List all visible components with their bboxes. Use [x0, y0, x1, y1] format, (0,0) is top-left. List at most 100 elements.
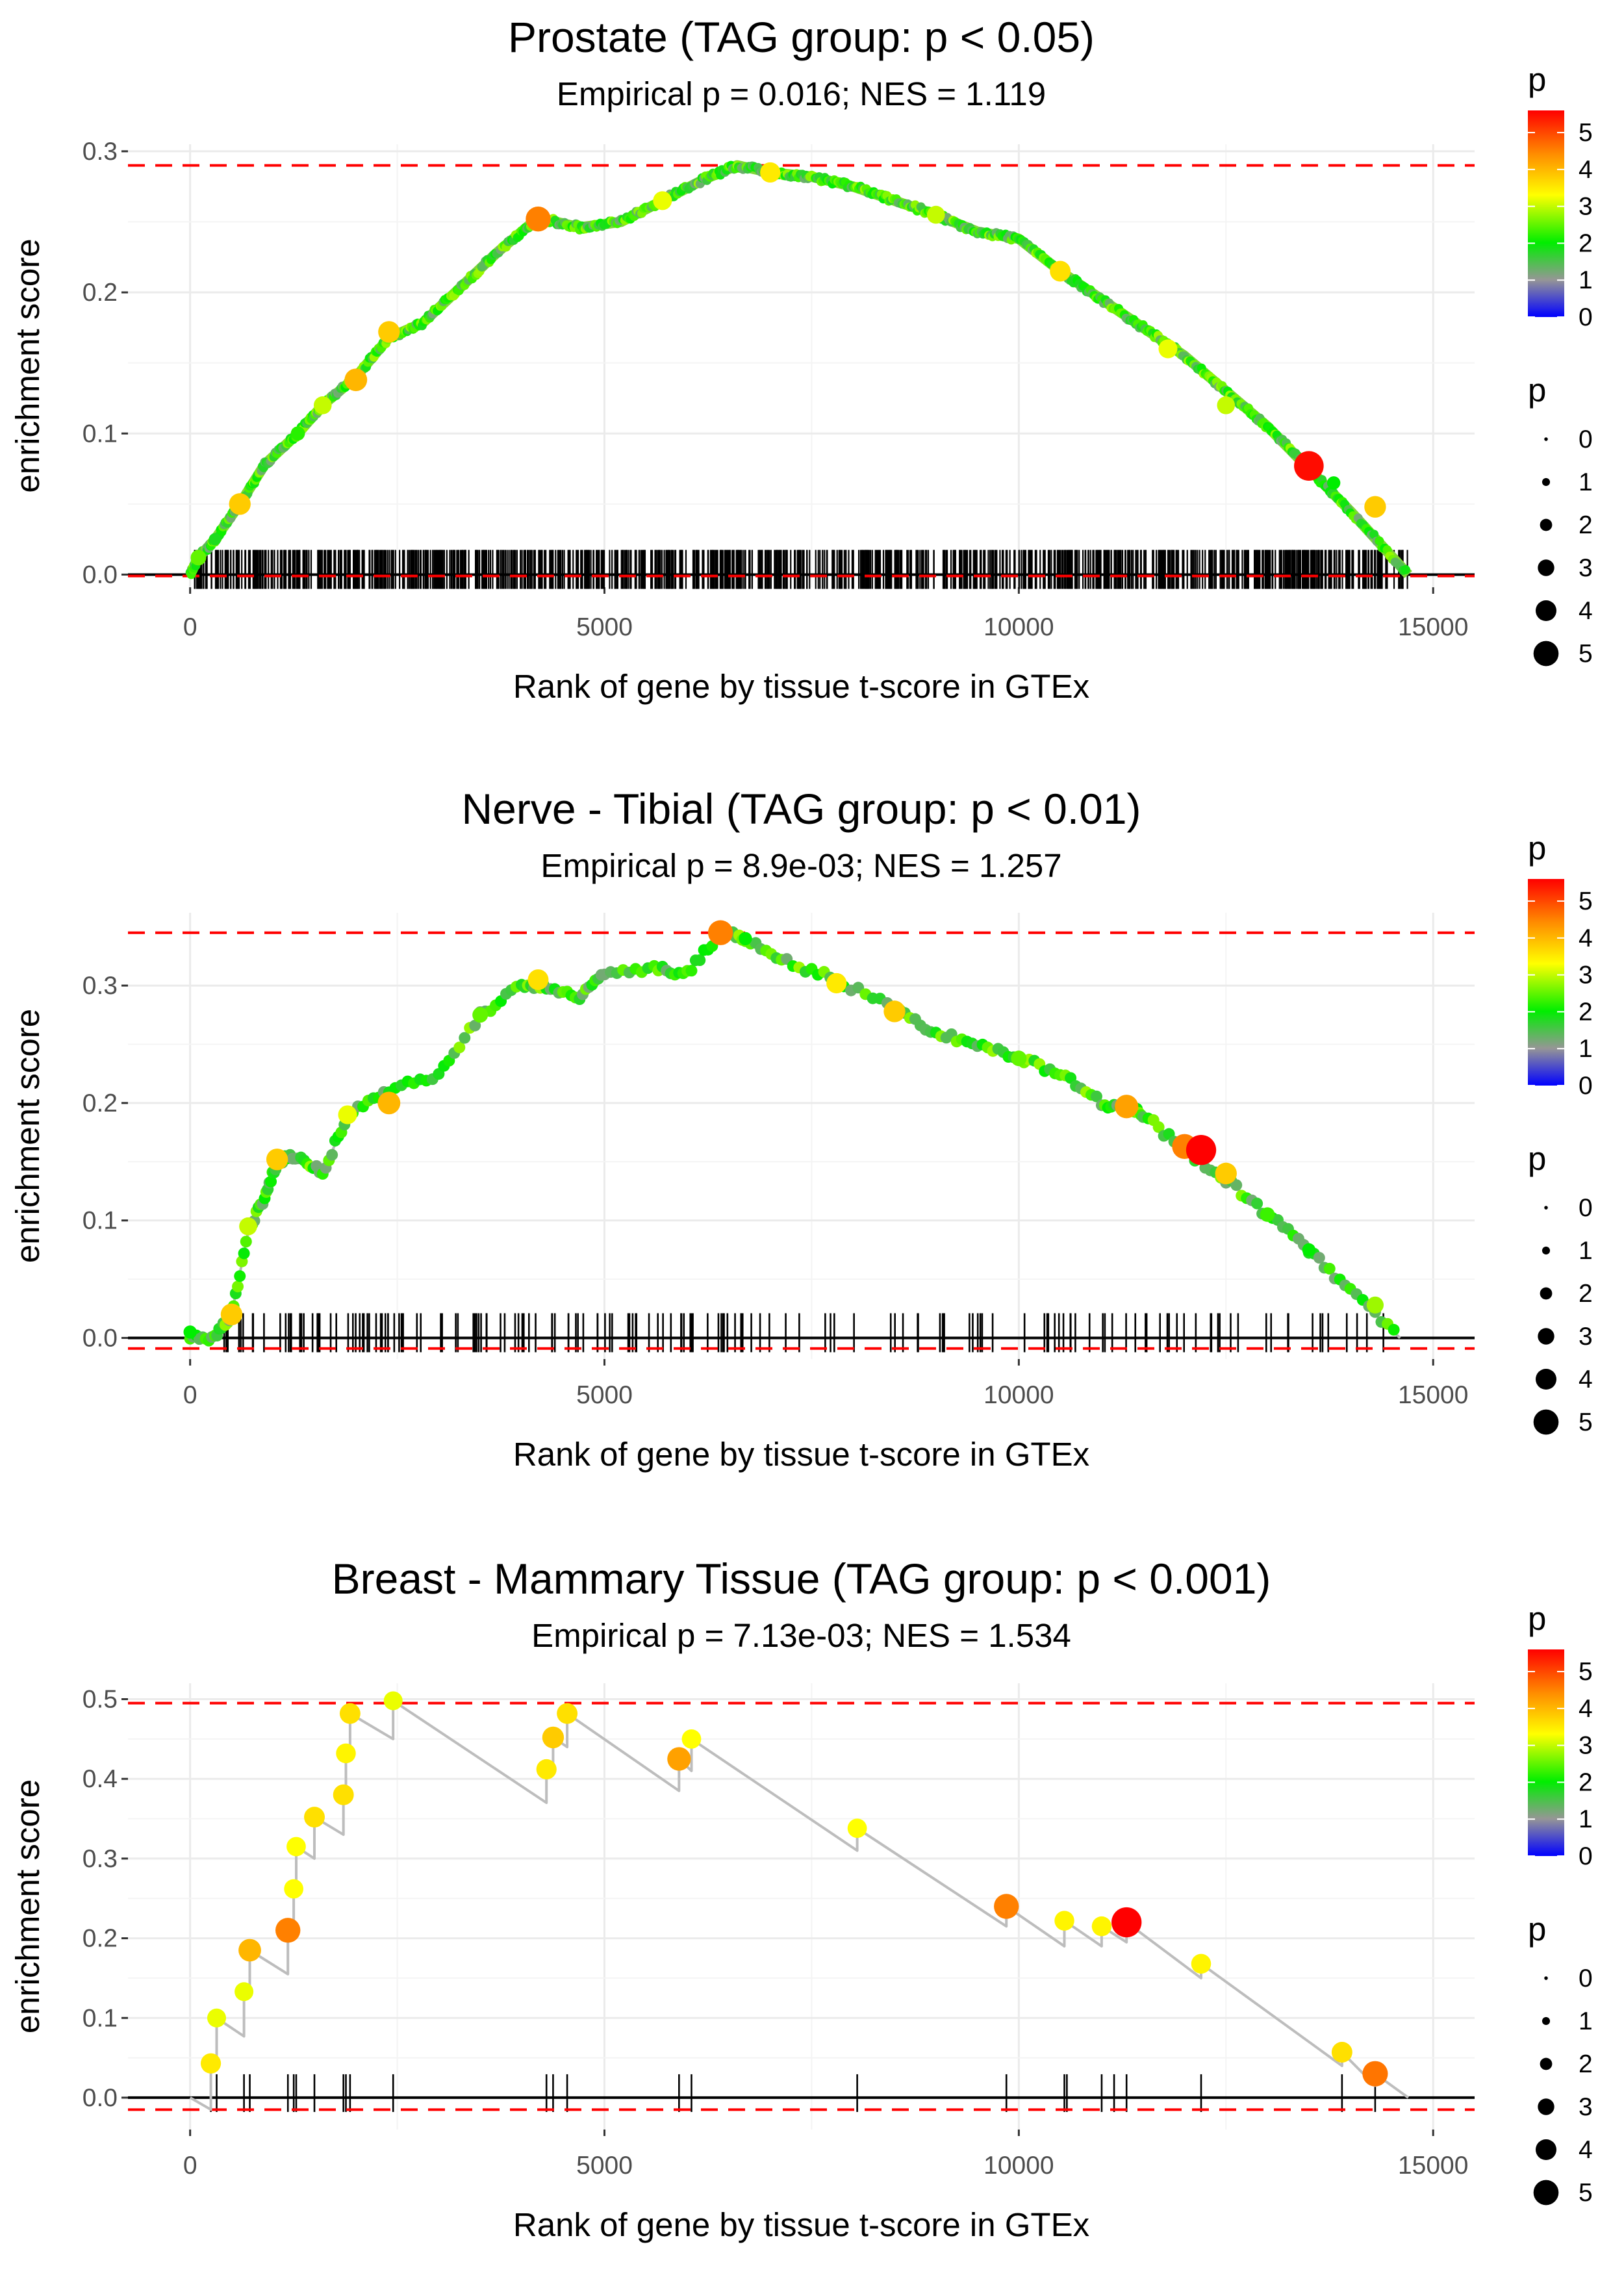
data-point	[760, 162, 781, 183]
rug-marks	[223, 1313, 1384, 1353]
data-point	[883, 1000, 906, 1023]
curve-point	[1375, 536, 1384, 546]
size-legend-dot	[1544, 1976, 1548, 1980]
size-legend-dot	[1542, 1246, 1551, 1255]
x-tick-label: 0	[183, 613, 197, 641]
x-tick-label: 15000	[1398, 1381, 1468, 1409]
curve-point	[1230, 1179, 1243, 1191]
size-legend-label: 4	[1579, 2136, 1593, 2164]
size-legend-dot	[1533, 1409, 1559, 1435]
colorbar-label: 1	[1579, 1035, 1593, 1063]
data-point	[377, 1091, 401, 1115]
size-legend-dot	[1538, 1328, 1554, 1345]
panel-3: Breast - Mammary Tissue (TAG group: p < …	[9, 1555, 1593, 2243]
data-point	[927, 205, 945, 224]
data-point	[1366, 1296, 1384, 1314]
curve-point	[453, 1041, 466, 1054]
x-axis-title: Rank of gene by tissue t-score in GTEx	[513, 2206, 1089, 2243]
points	[200, 1691, 1388, 2087]
curve-point	[1090, 1090, 1102, 1102]
colorbar-label: 2	[1579, 229, 1593, 257]
chart-title: Prostate (TAG group: p < 0.05)	[508, 13, 1095, 61]
data-point	[1050, 261, 1071, 282]
size-legend-label: 4	[1579, 1366, 1593, 1393]
x-tick-label: 15000	[1398, 613, 1468, 641]
data-point	[707, 920, 733, 945]
colorbar-label: 3	[1579, 193, 1593, 221]
chart-title: Nerve - Tibial (TAG group: p < 0.01)	[461, 785, 1141, 833]
panel-2: Nerve - Tibial (TAG group: p < 0.01) Empi…	[9, 785, 1593, 1473]
data-point	[1191, 1953, 1212, 1974]
size-legend-label: 3	[1579, 2093, 1593, 2121]
data-point	[238, 1939, 261, 1962]
data-point	[338, 1105, 357, 1125]
color-legend-title: p	[1528, 1600, 1546, 1637]
data-point	[739, 932, 752, 945]
data-point	[333, 1784, 354, 1805]
data-point	[344, 368, 368, 392]
size-legend-dot	[1540, 2057, 1553, 2070]
colorbar-label: 2	[1579, 998, 1593, 1026]
y-tick-label: 0.3	[82, 138, 118, 166]
chart-subtitle: Empirical p = 7.13e-03; NES = 1.534	[531, 1617, 1071, 1654]
colorbar-label: 0	[1579, 303, 1593, 331]
size-legend-label: 0	[1579, 1965, 1593, 1992]
colorbar-label: 5	[1579, 119, 1593, 147]
data-point	[1111, 1907, 1142, 1938]
data-point	[847, 1818, 867, 1838]
size-legend-title: p	[1528, 372, 1546, 409]
size-legend-label: 0	[1579, 426, 1593, 453]
data-point	[383, 1691, 403, 1711]
data-point	[229, 493, 251, 515]
chart-title: Breast - Mammary Tissue (TAG group: p < …	[332, 1555, 1271, 1603]
y-tick-label: 0.2	[82, 1089, 118, 1117]
curve-point	[1323, 1262, 1336, 1275]
data-point	[1115, 1095, 1139, 1119]
size-legend-label: 3	[1579, 1323, 1593, 1351]
size-legend-title: p	[1528, 1911, 1546, 1948]
curve-point	[265, 1175, 277, 1188]
data-point	[183, 1325, 197, 1339]
points	[190, 162, 1386, 566]
data-point	[994, 1894, 1019, 1919]
size-legend-dot	[1540, 518, 1553, 531]
color-legend-title: p	[1528, 61, 1546, 98]
x-axis-title: Rank of gene by tissue t-score in GTEx	[513, 1436, 1089, 1473]
x-tick-label: 5000	[576, 1381, 633, 1409]
curve-point	[1369, 529, 1379, 539]
curve-point	[1152, 1121, 1165, 1133]
size-legend-label: 2	[1579, 511, 1593, 539]
colorbar-label: 5	[1579, 1658, 1593, 1686]
y-tick-label: 0.4	[82, 1765, 118, 1793]
y-axis-title: enrichment score	[9, 1779, 46, 2033]
data-point	[190, 550, 207, 566]
colorbar	[1528, 110, 1564, 317]
x-tick-label: 15000	[1398, 2152, 1468, 2180]
curve-point	[238, 1247, 250, 1260]
curve-point	[1401, 565, 1410, 574]
curve-point	[240, 1236, 252, 1248]
data-point	[290, 426, 305, 441]
data-point	[209, 533, 222, 546]
data-point	[1217, 396, 1236, 414]
data-point	[1294, 451, 1324, 481]
data-point	[200, 2053, 222, 2074]
x-tick-label: 5000	[576, 613, 633, 641]
size-legend-dot	[1540, 1287, 1553, 1300]
x-tick-label: 10000	[983, 613, 1054, 641]
colorbar-label: 4	[1579, 1695, 1593, 1723]
size-legend-label: 5	[1579, 2179, 1593, 2207]
data-point	[275, 1918, 301, 1943]
colorbar-label: 2	[1579, 1768, 1593, 1796]
data-point	[1186, 1135, 1217, 1165]
data-point	[1091, 1916, 1112, 1937]
size-legend-label: 1	[1579, 1237, 1593, 1265]
curve-point	[326, 1149, 338, 1161]
data-point	[286, 1837, 306, 1857]
panel-1: Prostate (TAG group: p < 0.05) Empirical …	[9, 13, 1593, 705]
x-tick-label: 0	[183, 1381, 197, 1409]
data-point	[542, 1726, 565, 1749]
data-point	[526, 206, 551, 232]
y-tick-label: 0.1	[82, 2004, 118, 2032]
